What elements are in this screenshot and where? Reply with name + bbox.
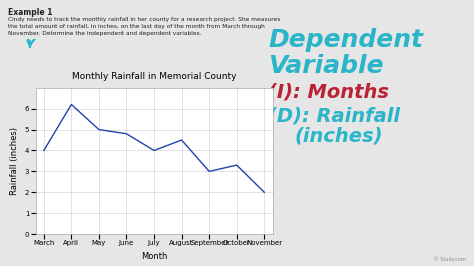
Text: Cindy needs to track the monthly rainfall in her county for a research project. : Cindy needs to track the monthly rainfal…: [8, 17, 281, 22]
Text: (inches): (inches): [295, 126, 383, 145]
Text: the total amount of rainfall, in inches, on the last day of the month from March: the total amount of rainfall, in inches,…: [8, 24, 265, 29]
Text: © Study.com: © Study.com: [434, 256, 466, 262]
Y-axis label: Rainfall (inches): Rainfall (inches): [10, 127, 19, 195]
X-axis label: Month: Month: [141, 252, 167, 261]
Text: (I): Months: (I): Months: [268, 82, 389, 101]
Text: X: X: [248, 184, 258, 197]
Text: Variable: Variable: [268, 54, 383, 78]
Text: Dependent: Dependent: [268, 28, 423, 52]
Text: November. Determine the independent and dependent variables.: November. Determine the independent and …: [8, 31, 201, 36]
Title: Monthly Rainfall in Memorial County: Monthly Rainfall in Memorial County: [72, 72, 237, 81]
Text: Y: Y: [25, 38, 34, 51]
Text: Example 1: Example 1: [8, 8, 53, 17]
Text: (D): Rainfall: (D): Rainfall: [268, 106, 400, 125]
